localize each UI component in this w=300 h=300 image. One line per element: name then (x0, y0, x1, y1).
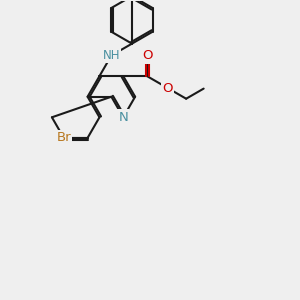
Text: NH: NH (103, 49, 120, 62)
Text: O: O (142, 50, 152, 62)
Text: O: O (162, 82, 173, 94)
Text: N: N (118, 111, 128, 124)
Text: Br: Br (56, 131, 71, 144)
